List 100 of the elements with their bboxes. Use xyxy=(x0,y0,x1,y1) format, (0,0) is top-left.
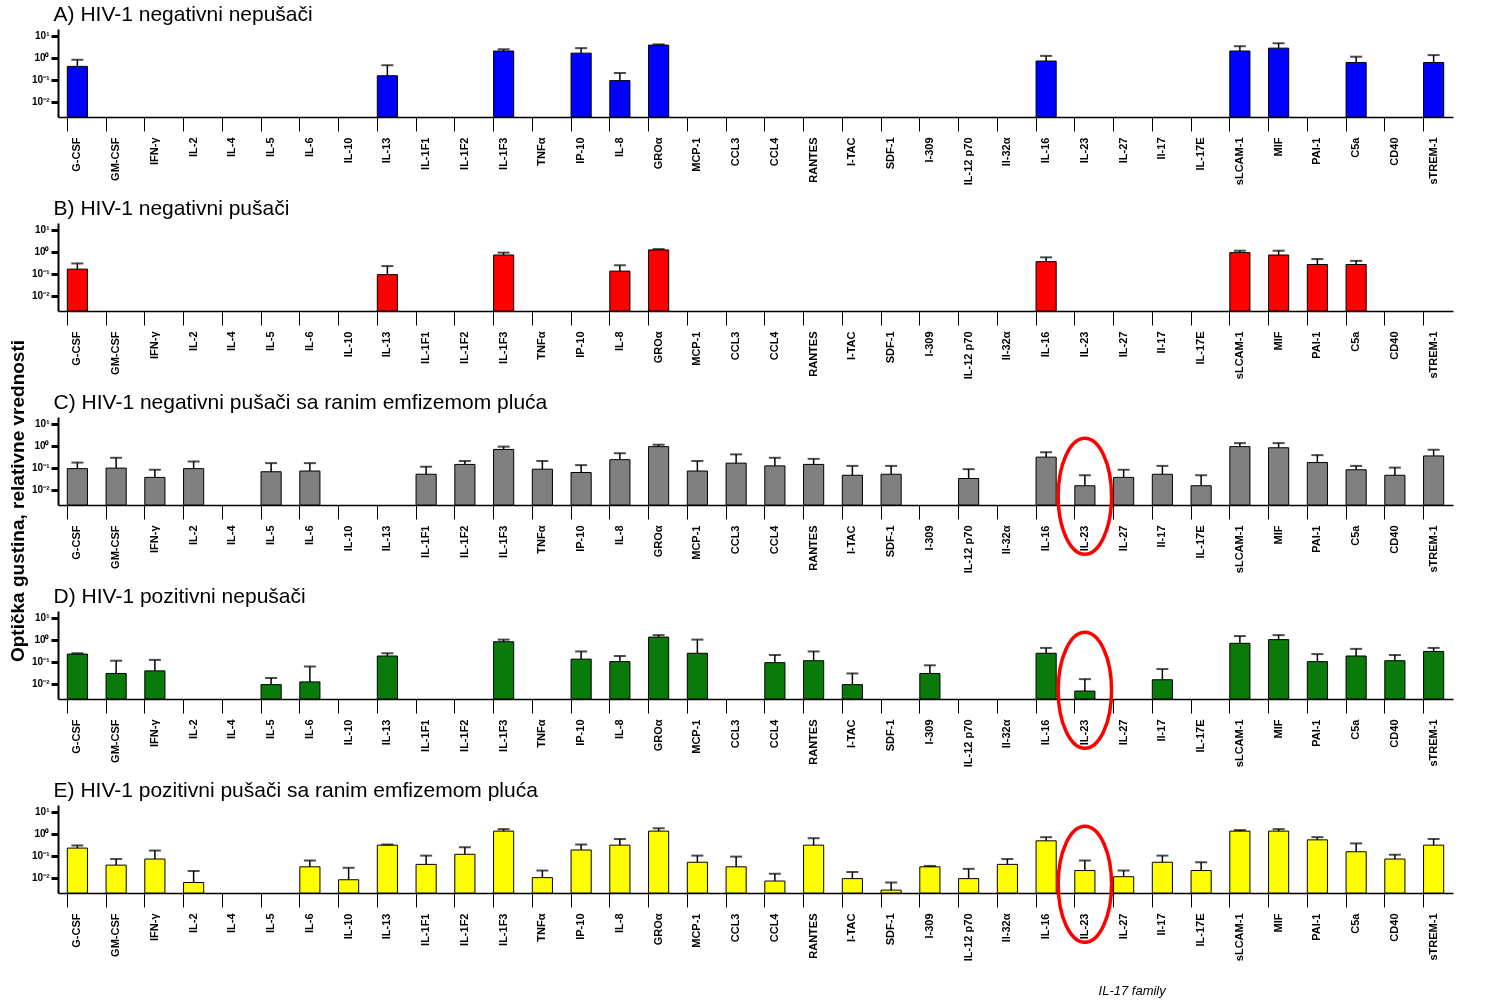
x-tick-label: IL-17E xyxy=(1194,719,1207,753)
y-tick-label: 10⁻² xyxy=(32,484,51,496)
x-tick-label: sTREM-1 xyxy=(1426,719,1439,767)
y-tick-label: 10⁻² xyxy=(32,678,51,690)
x-tick-label: IFN-γ xyxy=(147,524,160,553)
x-tick-label: IP-10 xyxy=(574,331,587,358)
x-tick-label: IL-17E xyxy=(1194,137,1207,171)
y-tick-label: 10¹ xyxy=(35,224,51,236)
x-tick-label: IL-1F3 xyxy=(496,331,509,364)
x-tick-label: IL-12 p70 xyxy=(961,137,974,186)
x-tick-label: IL-16 xyxy=(1039,331,1052,358)
x-tick-label: IFN-γ xyxy=(147,330,160,359)
x-tick-label: CCL3 xyxy=(729,525,742,555)
x-tick-label: CD40 xyxy=(1387,719,1400,748)
x-tick-label: IL-4 xyxy=(225,136,238,158)
x-tick-label: IL-8 xyxy=(612,331,625,352)
y-tick-label: 10⁰ xyxy=(34,440,50,452)
x-tick-label: RANTES xyxy=(806,913,819,959)
x-tick-label: MIF xyxy=(1271,719,1284,739)
x-tick-label: C5a xyxy=(1349,136,1362,158)
x-tick-label: TNFα xyxy=(535,913,548,942)
x-tick-label: IL-12 p70 xyxy=(961,913,974,962)
x-tick-label: CCL3 xyxy=(729,719,742,749)
x-tick-label: IL-23 xyxy=(1077,719,1090,746)
y-tick-label: 10⁻¹ xyxy=(32,74,51,86)
x-tick-label: CD40 xyxy=(1387,137,1400,166)
x-tick-label: PAI-1 xyxy=(1310,719,1323,747)
x-tick-label: GROα xyxy=(651,913,664,946)
x-tick-label: CCL4 xyxy=(767,330,780,361)
y-axis-title: Optička gustina, relativne vrednosti xyxy=(6,339,28,663)
y-tick-label: 10⁻² xyxy=(32,96,51,108)
x-tick-label: IL-23 xyxy=(1077,331,1090,358)
x-tick-label: CCL4 xyxy=(767,912,780,943)
x-tick-label: TNFα xyxy=(535,719,548,748)
x-tick-label: IL-2 xyxy=(186,913,199,934)
x-tick-label: IL-27 xyxy=(1116,913,1129,940)
x-tick-label: I-TAC xyxy=(845,331,858,361)
x-tick-label: I-309 xyxy=(922,719,935,745)
x-tick-label: IL-13 xyxy=(380,719,393,746)
x-tick-label: C5a xyxy=(1349,330,1362,352)
x-tick-label: IL-2 xyxy=(186,525,199,546)
x-tick-label: SDF-1 xyxy=(884,137,897,170)
x-tick-label: IFN-γ xyxy=(147,136,160,165)
x-tick-label: IL-5 xyxy=(264,525,277,546)
x-tick-label: IL-10 xyxy=(341,913,354,940)
x-tick-label: IL-2 xyxy=(186,719,199,740)
chart-title: C) HIV-1 negativni pušači sa ranim emfizemom pluća xyxy=(53,390,548,413)
x-tick-label: CD40 xyxy=(1387,913,1400,942)
x-tick-label: GROα xyxy=(651,331,664,364)
x-tick-label: CCL3 xyxy=(729,913,742,943)
y-tick-label: 10⁰ xyxy=(34,828,50,840)
x-tick-label: IL-13 xyxy=(380,331,393,358)
x-tick-label: IL-1F2 xyxy=(457,137,470,170)
x-tick-label: IL-12 p70 xyxy=(961,525,974,574)
y-tick-label: 10⁰ xyxy=(34,52,50,64)
x-tick-label: IL-1F2 xyxy=(457,719,470,752)
x-tick-label: IL-16 xyxy=(1039,137,1052,164)
x-tick-label: SDF-1 xyxy=(884,913,897,946)
x-tick-label: CCL3 xyxy=(729,137,742,167)
x-tick-label: sLCAM-1 xyxy=(1232,719,1245,768)
x-tick-label: G-CSF xyxy=(70,331,83,366)
x-tick-label: PAI-1 xyxy=(1310,137,1323,165)
x-tick-label: IL-1F1 xyxy=(419,137,432,170)
y-tick-label: 10¹ xyxy=(35,418,51,430)
x-tick-label: C5a xyxy=(1349,912,1362,934)
x-tick-label: IL-1F2 xyxy=(457,331,470,364)
x-tick-label: IL-4 xyxy=(225,524,238,546)
x-tick-label: Il-17 xyxy=(1155,719,1168,742)
x-tick-label: IL-23 xyxy=(1077,525,1090,552)
x-tick-label: IL-4 xyxy=(225,330,238,352)
x-tick-label: C5a xyxy=(1349,718,1362,740)
text: IL-17 family xyxy=(1098,983,1168,998)
x-tick-label: IL-12 p70 xyxy=(961,331,974,380)
x-tick-label: MCP-1 xyxy=(690,719,703,754)
x-tick-label: Il-32α xyxy=(1000,137,1013,167)
x-tick-label: MIF xyxy=(1271,137,1284,157)
x-tick-label: G-CSF xyxy=(70,913,83,948)
x-tick-label: IL-12 p70 xyxy=(961,719,974,768)
x-tick-label: MIF xyxy=(1271,525,1284,545)
y-tick-label: 10⁻² xyxy=(32,290,51,302)
x-tick-label: IL-2 xyxy=(186,331,199,352)
x-tick-label: CCL4 xyxy=(767,136,780,167)
x-tick-label: IL-5 xyxy=(264,913,277,934)
x-tick-label: Il-32α xyxy=(1000,913,1013,943)
x-tick-label: GM-CSF xyxy=(109,913,122,957)
chart-title: B) HIV-1 negativni pušači xyxy=(53,196,290,219)
x-tick-label: sTREM-1 xyxy=(1426,913,1439,961)
x-tick-label: IL-23 xyxy=(1077,137,1090,164)
x-tick-label: IL-16 xyxy=(1039,525,1052,552)
x-tick-label: G-CSF xyxy=(70,525,83,560)
y-tick-label: 10¹ xyxy=(35,30,51,42)
x-tick-label: CCL4 xyxy=(767,718,780,749)
x-tick-label: IL-1F1 xyxy=(419,331,432,364)
x-tick-label: GROα xyxy=(651,719,664,752)
x-tick-label: CCL3 xyxy=(729,331,742,361)
x-tick-label: IL-16 xyxy=(1039,719,1052,746)
x-tick-label: sLCAM-1 xyxy=(1232,525,1245,574)
x-tick-label: IL-10 xyxy=(341,525,354,552)
chart-title: A) HIV-1 negativni nepušači xyxy=(53,2,313,25)
x-tick-label: IP-10 xyxy=(574,913,587,940)
